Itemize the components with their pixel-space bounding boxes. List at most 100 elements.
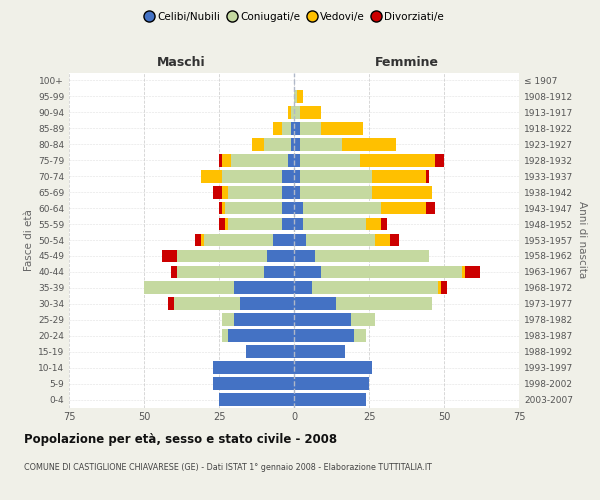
Bar xyxy=(306,234,375,246)
Bar xyxy=(321,266,462,278)
Bar xyxy=(360,154,435,166)
Bar xyxy=(246,346,294,358)
Bar xyxy=(336,298,432,310)
Bar xyxy=(291,138,294,150)
Bar xyxy=(213,186,222,198)
Bar xyxy=(273,122,282,134)
Bar xyxy=(294,298,336,310)
Bar xyxy=(201,170,222,182)
Bar xyxy=(252,138,264,150)
Bar xyxy=(201,234,204,246)
Bar xyxy=(219,218,225,230)
Bar xyxy=(222,202,225,214)
Bar xyxy=(228,330,294,342)
Bar xyxy=(222,330,228,342)
Bar xyxy=(294,202,303,214)
Bar xyxy=(282,218,294,230)
Bar xyxy=(294,282,312,294)
Bar xyxy=(300,154,360,166)
Bar xyxy=(222,154,231,166)
Bar xyxy=(372,170,426,182)
Bar xyxy=(354,330,366,342)
Bar xyxy=(300,138,342,150)
Bar xyxy=(366,218,381,230)
Bar xyxy=(294,90,297,103)
Bar xyxy=(294,186,300,198)
Bar xyxy=(213,377,294,390)
Bar xyxy=(291,122,294,134)
Bar xyxy=(372,186,432,198)
Bar xyxy=(222,170,282,182)
Bar xyxy=(438,282,441,294)
Bar xyxy=(465,266,480,278)
Bar xyxy=(294,250,315,262)
Bar xyxy=(144,282,234,294)
Text: Popolazione per età, sesso e stato civile - 2008: Popolazione per età, sesso e stato civil… xyxy=(24,432,337,446)
Text: Femmine: Femmine xyxy=(374,56,439,70)
Bar xyxy=(294,154,300,166)
Bar xyxy=(294,393,366,406)
Bar xyxy=(288,106,291,119)
Bar xyxy=(168,298,174,310)
Bar xyxy=(234,282,294,294)
Bar xyxy=(282,170,294,182)
Bar xyxy=(441,282,447,294)
Bar xyxy=(303,202,381,214)
Bar xyxy=(204,234,273,246)
Bar xyxy=(228,218,282,230)
Bar xyxy=(222,186,228,198)
Bar xyxy=(282,202,294,214)
Bar xyxy=(288,154,294,166)
Bar xyxy=(219,202,222,214)
Bar xyxy=(375,234,390,246)
Bar xyxy=(219,393,294,406)
Bar xyxy=(228,186,282,198)
Bar xyxy=(234,314,294,326)
Y-axis label: Anni di nascita: Anni di nascita xyxy=(577,202,587,278)
Bar xyxy=(291,106,294,119)
Y-axis label: Fasce di età: Fasce di età xyxy=(24,209,34,271)
Bar xyxy=(294,346,345,358)
Bar xyxy=(300,106,321,119)
Bar xyxy=(381,218,387,230)
Bar xyxy=(273,234,294,246)
Bar xyxy=(213,361,294,374)
Bar xyxy=(315,250,429,262)
Bar xyxy=(219,154,222,166)
Legend: Celibi/Nubili, Coniugati/e, Vedovi/e, Divorziati/e: Celibi/Nubili, Coniugati/e, Vedovi/e, Di… xyxy=(140,8,448,26)
Bar xyxy=(294,266,321,278)
Bar xyxy=(162,250,177,262)
Bar xyxy=(294,218,303,230)
Bar xyxy=(300,186,372,198)
Bar xyxy=(195,234,201,246)
Bar xyxy=(390,234,399,246)
Bar xyxy=(294,170,300,182)
Text: COMUNE DI CASTIGLIONE CHIAVARESE (GE) - Dati ISTAT 1° gennaio 2008 - Elaborazion: COMUNE DI CASTIGLIONE CHIAVARESE (GE) - … xyxy=(24,462,432,471)
Bar xyxy=(426,170,429,182)
Bar xyxy=(303,218,366,230)
Bar xyxy=(297,90,303,103)
Text: Maschi: Maschi xyxy=(157,56,206,70)
Bar xyxy=(294,138,300,150)
Bar xyxy=(264,266,294,278)
Bar xyxy=(171,266,177,278)
Bar xyxy=(426,202,435,214)
Bar xyxy=(381,202,426,214)
Bar xyxy=(267,250,294,262)
Bar xyxy=(294,122,300,134)
Bar xyxy=(294,377,369,390)
Bar xyxy=(174,298,240,310)
Bar xyxy=(225,202,282,214)
Bar xyxy=(282,186,294,198)
Bar xyxy=(225,218,228,230)
Bar xyxy=(282,122,291,134)
Bar xyxy=(294,234,306,246)
Bar xyxy=(342,138,396,150)
Bar xyxy=(240,298,294,310)
Bar xyxy=(462,266,465,278)
Bar xyxy=(294,106,300,119)
Bar xyxy=(294,330,354,342)
Bar xyxy=(312,282,438,294)
Bar xyxy=(321,122,363,134)
Bar xyxy=(177,250,267,262)
